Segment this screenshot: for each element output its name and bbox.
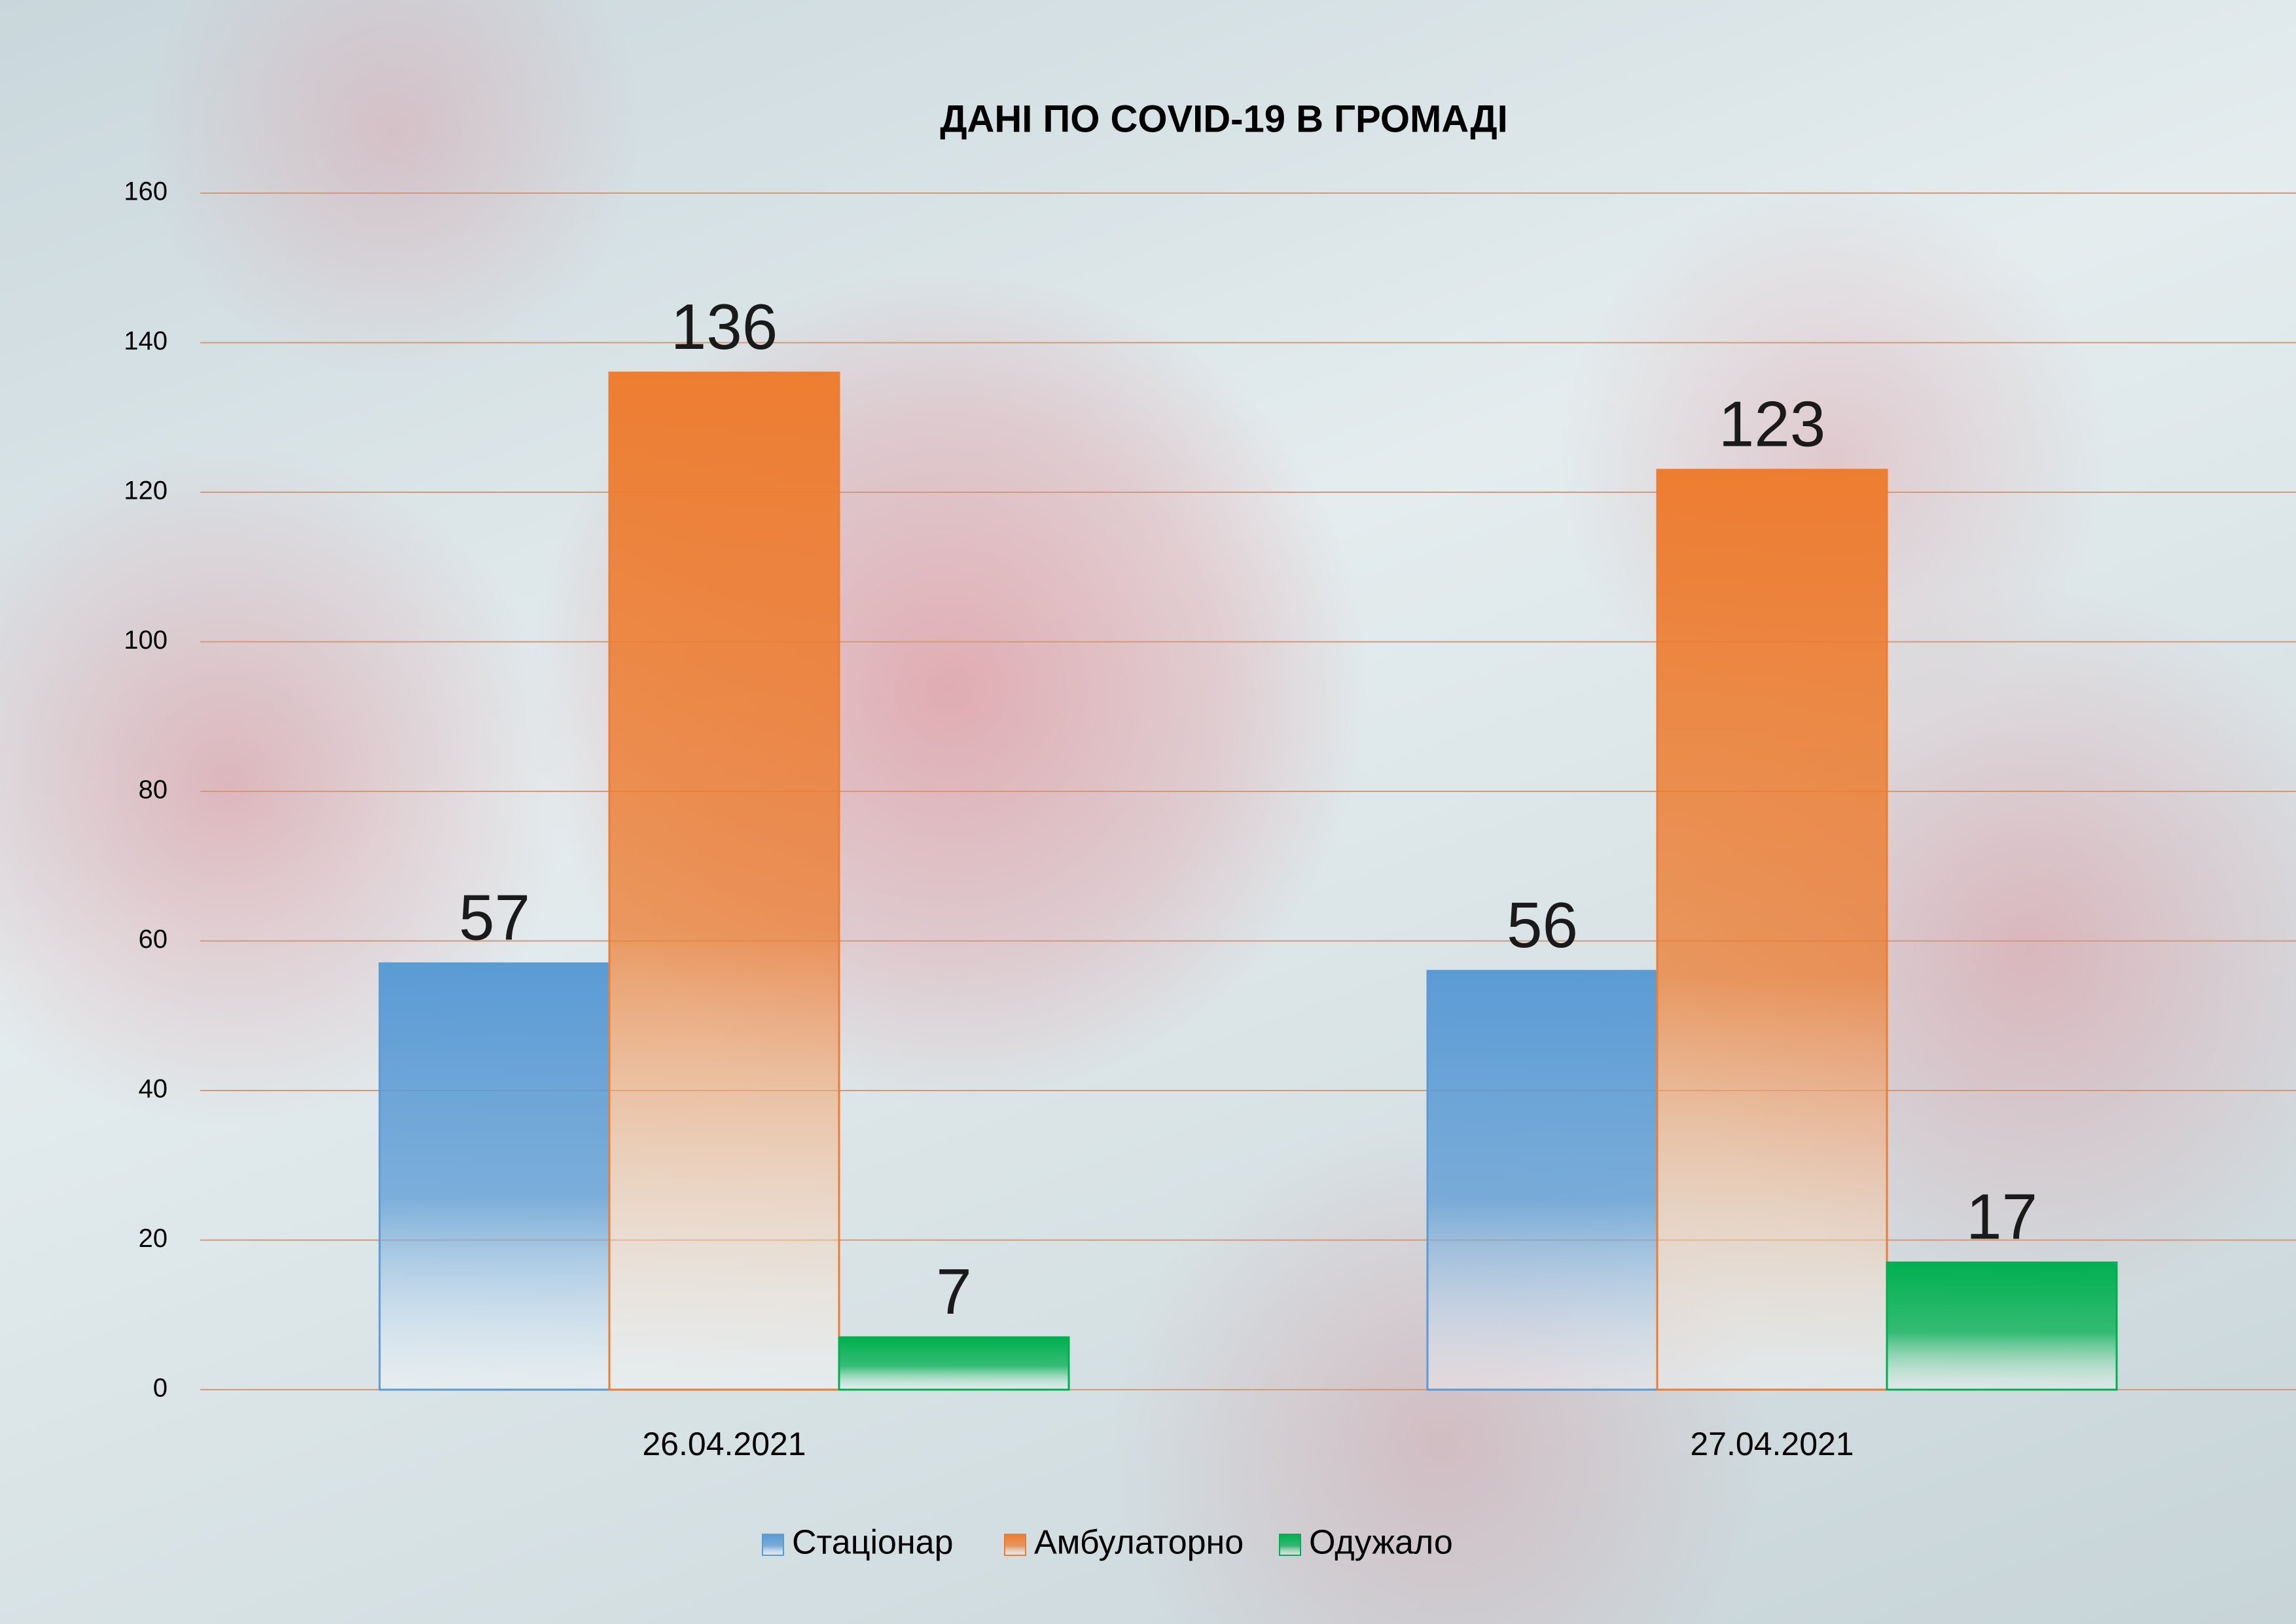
bar: [608, 371, 840, 1391]
legend-label: Одужало: [1309, 1524, 1453, 1562]
y-tick-label: 120: [124, 477, 168, 505]
y-tick-label: 20: [139, 1224, 168, 1253]
y-tick-label: 40: [139, 1075, 168, 1104]
legend-marker: [1004, 1534, 1026, 1556]
bar: [1426, 969, 1659, 1391]
bar: [378, 962, 611, 1391]
bar: [1656, 469, 1888, 1391]
value-label: 57: [459, 882, 530, 954]
y-tick-label: 160: [124, 177, 168, 206]
bar: [838, 1336, 1070, 1391]
legend-marker: [762, 1534, 784, 1556]
chart-title: ДАНІ ПО COVID-19 В ГРОМАДІ: [940, 98, 1508, 140]
value-label: 136: [671, 291, 778, 363]
legend-marker: [1279, 1534, 1301, 1556]
y-tick-label: 60: [139, 925, 168, 954]
legend-label: Стаціонар: [792, 1524, 954, 1562]
value-label: 7: [936, 1255, 972, 1327]
bar: [1886, 1261, 2118, 1391]
y-tick-label: 100: [124, 626, 168, 655]
y-tick-label: 80: [139, 776, 168, 804]
y-tick-label: 0: [153, 1374, 168, 1403]
x-tick-label: 26.04.2021: [642, 1426, 806, 1462]
legend-label: Амбулаторно: [1034, 1524, 1244, 1562]
value-label: 56: [1507, 889, 1578, 961]
value-label: 17: [1966, 1181, 2037, 1253]
y-tick-label: 140: [124, 327, 168, 355]
x-tick-label: 27.04.2021: [1690, 1426, 1854, 1462]
value-label: 123: [1719, 388, 1826, 460]
